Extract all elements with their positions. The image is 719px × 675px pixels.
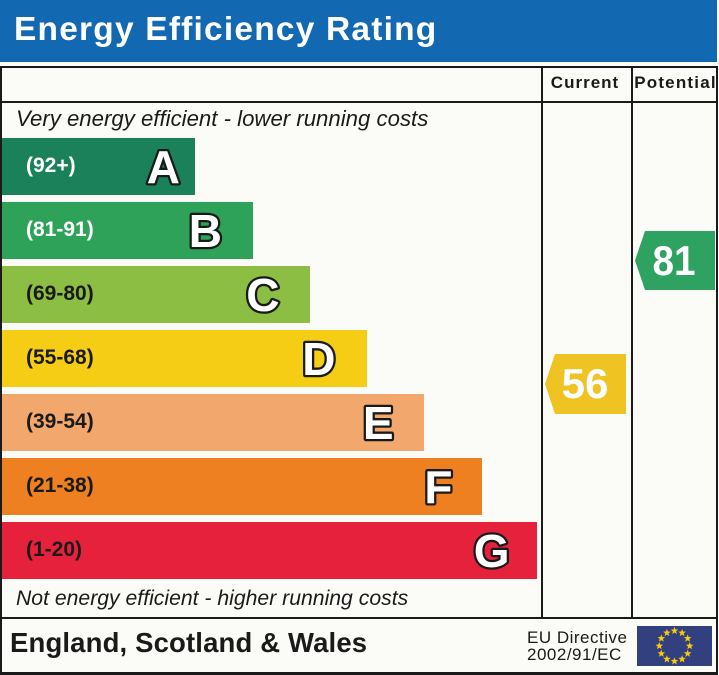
svg-text:E: E — [363, 397, 394, 449]
svg-text:C: C — [246, 269, 279, 321]
svg-text:B: B — [189, 205, 222, 257]
svg-text:G: G — [474, 525, 510, 577]
svg-text:D: D — [302, 333, 335, 385]
svg-text:A: A — [147, 141, 180, 193]
svg-text:F: F — [424, 461, 452, 513]
